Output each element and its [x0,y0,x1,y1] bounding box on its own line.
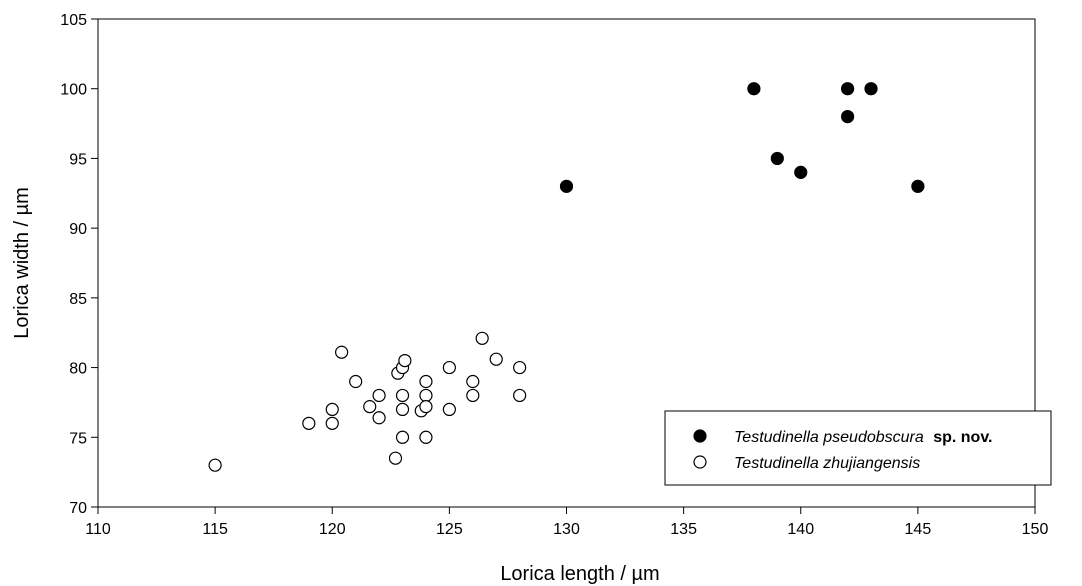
legend: Testudinella pseudobscura sp. nov. Testu… [664,410,1052,486]
data-point-zhujiangensis [372,388,386,403]
legend-marker-zhujiangensis [693,455,707,469]
data-point-zhujiangensis [489,352,503,366]
x-tick-label: 125 [436,521,463,538]
x-tick-label: 130 [553,521,580,538]
data-point-zhujiangensis [395,430,410,444]
y-tick-label: 85 [69,291,87,308]
x-axis-ticks: 110 115 120 125 130 135 140 145 150 [85,507,1048,538]
data-point-zhujiangensis [513,360,527,375]
data-point-zhujiangensis [419,400,433,414]
data-point-pseudobscura [864,82,878,96]
y-tick-label: 90 [69,221,87,238]
legend-marker-pseudobscura [693,429,707,443]
data-point-pseudobscura [747,82,761,96]
x-axis-title: Lorica length / µm [500,563,659,585]
data-point-zhujiangensis [513,388,527,403]
data-point-zhujiangensis [419,388,433,403]
data-point-zhujiangensis [398,354,412,368]
data-point-zhujiangensis [419,374,433,389]
data-point-zhujiangensis [395,388,410,403]
y-axis-title: Lorica width / µm [11,187,33,339]
legend-label-pseudobscura-status: sp. nov. [933,429,992,446]
x-tick-label: 150 [1022,521,1049,538]
y-axis-ticks: 70 75 80 85 90 95 100 105 [60,12,98,517]
data-points [208,82,925,472]
data-point-zhujiangensis [442,360,456,375]
data-point-zhujiangensis [208,458,222,472]
data-point-zhujiangensis [475,331,489,345]
legend-label-pseudobscura: Testudinella pseudobscura sp. nov. [734,429,992,446]
legend-label-zhujiangensis: Testudinella zhujiangensis [734,455,920,472]
data-point-zhujiangensis [466,388,480,403]
data-point-pseudobscura [840,82,855,96]
data-point-zhujiangensis [388,451,403,465]
legend-label-zhujiangensis-species: Testudinella zhujiangensis [734,455,920,472]
y-tick-label: 80 [69,361,87,378]
legend-label-pseudobscura-species: Testudinella pseudobscura [734,429,924,446]
data-point-zhujiangensis [325,416,339,430]
x-tick-label: 115 [202,521,228,538]
data-point-zhujiangensis [335,345,349,359]
data-point-zhujiangensis [419,430,433,444]
data-point-pseudobscura [770,151,784,166]
y-tick-label: 75 [69,430,87,447]
data-point-pseudobscura [840,109,855,124]
x-tick-label: 140 [787,521,814,538]
data-point-zhujiangensis [325,402,339,416]
legend-box [664,410,1052,486]
data-point-pseudobscura [559,179,574,193]
y-tick-label: 95 [69,151,87,168]
data-point-pseudobscura [794,165,808,179]
data-point-zhujiangensis [302,416,316,430]
data-point-zhujiangensis [395,402,410,416]
data-point-pseudobscura [911,179,925,193]
x-tick-label: 135 [670,521,697,538]
data-point-zhujiangensis [372,411,386,425]
x-tick-label: 145 [905,521,932,538]
y-tick-label: 100 [60,82,87,99]
data-point-zhujiangensis [442,402,456,416]
x-tick-label: 120 [319,521,346,538]
data-point-zhujiangensis [466,374,480,389]
y-tick-label: 105 [60,12,87,29]
x-tick-label: 110 [85,521,111,538]
data-point-zhujiangensis [349,374,363,389]
y-tick-label: 70 [69,500,87,517]
data-point-zhujiangensis [363,400,377,414]
